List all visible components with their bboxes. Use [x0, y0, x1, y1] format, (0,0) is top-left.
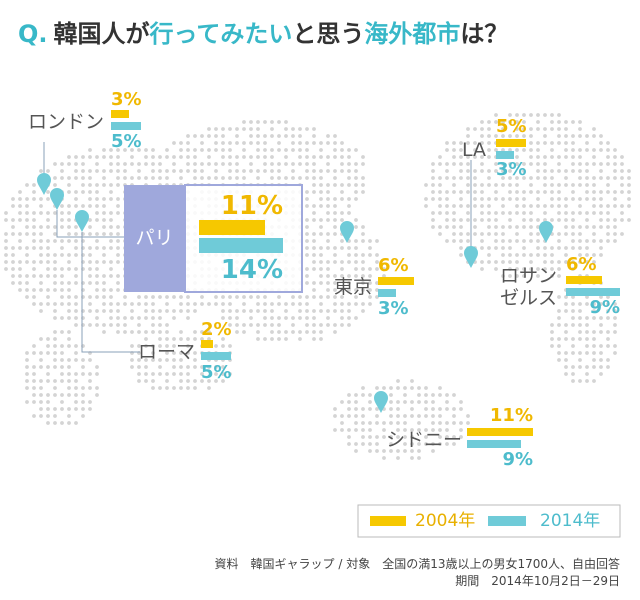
bar — [566, 288, 620, 296]
value-label: 3% — [496, 159, 527, 180]
legend-swatch — [370, 516, 406, 526]
value-label: 14% — [220, 255, 283, 285]
bar — [201, 340, 213, 348]
value-label: 9% — [502, 449, 533, 470]
city-label: 東京 — [333, 276, 372, 298]
bar — [467, 428, 533, 436]
bar — [467, 440, 521, 448]
title-part: 海外都市 — [364, 20, 461, 48]
title-part: 行ってみたい — [149, 20, 293, 48]
bar — [566, 276, 602, 284]
bar — [496, 151, 514, 159]
value-label: 5% — [496, 116, 527, 137]
value-label: 5% — [201, 362, 232, 383]
city-label: ロサンゼルス — [500, 265, 558, 309]
city-label: シドニー — [385, 429, 462, 451]
chart-title: Q. 韓国人が行ってみたいと思う海外都市は？ — [18, 18, 508, 50]
value-label: 5% — [111, 131, 142, 152]
bar — [111, 122, 141, 130]
value-label: 3% — [111, 89, 142, 110]
value-label: 6% — [378, 255, 409, 276]
city-label: パリ — [135, 227, 174, 249]
city-label: ロンドン — [27, 111, 104, 133]
legend-label: 2004年 — [415, 511, 476, 531]
source-note: 期間 2014年10月2日－29日 — [455, 574, 620, 588]
title-part: 韓国人が — [53, 20, 150, 48]
bar — [199, 220, 265, 235]
bar — [496, 139, 526, 147]
value-label: 6% — [566, 254, 597, 275]
title-part: は？ — [460, 20, 509, 48]
title-part: Q. — [18, 20, 48, 48]
legend-swatch — [488, 516, 526, 526]
value-label: 3% — [378, 298, 409, 319]
city-label: LA — [461, 139, 486, 161]
source-note: 資料 韓国ギャラップ / 対象 全国の満13歳以上の男女1700人、自由回答 — [214, 557, 620, 571]
value-label: 2% — [201, 319, 232, 340]
value-label: 11% — [220, 191, 283, 221]
value-label: 9% — [589, 297, 620, 318]
value-label: 11% — [489, 405, 533, 426]
bar — [199, 238, 283, 253]
bar — [111, 110, 129, 118]
title-part: と思う — [292, 20, 365, 48]
legend-label: 2014年 — [540, 511, 601, 531]
bar — [201, 352, 231, 360]
bar — [378, 289, 396, 297]
city-label: ローマ — [137, 341, 195, 363]
bar — [378, 277, 414, 285]
